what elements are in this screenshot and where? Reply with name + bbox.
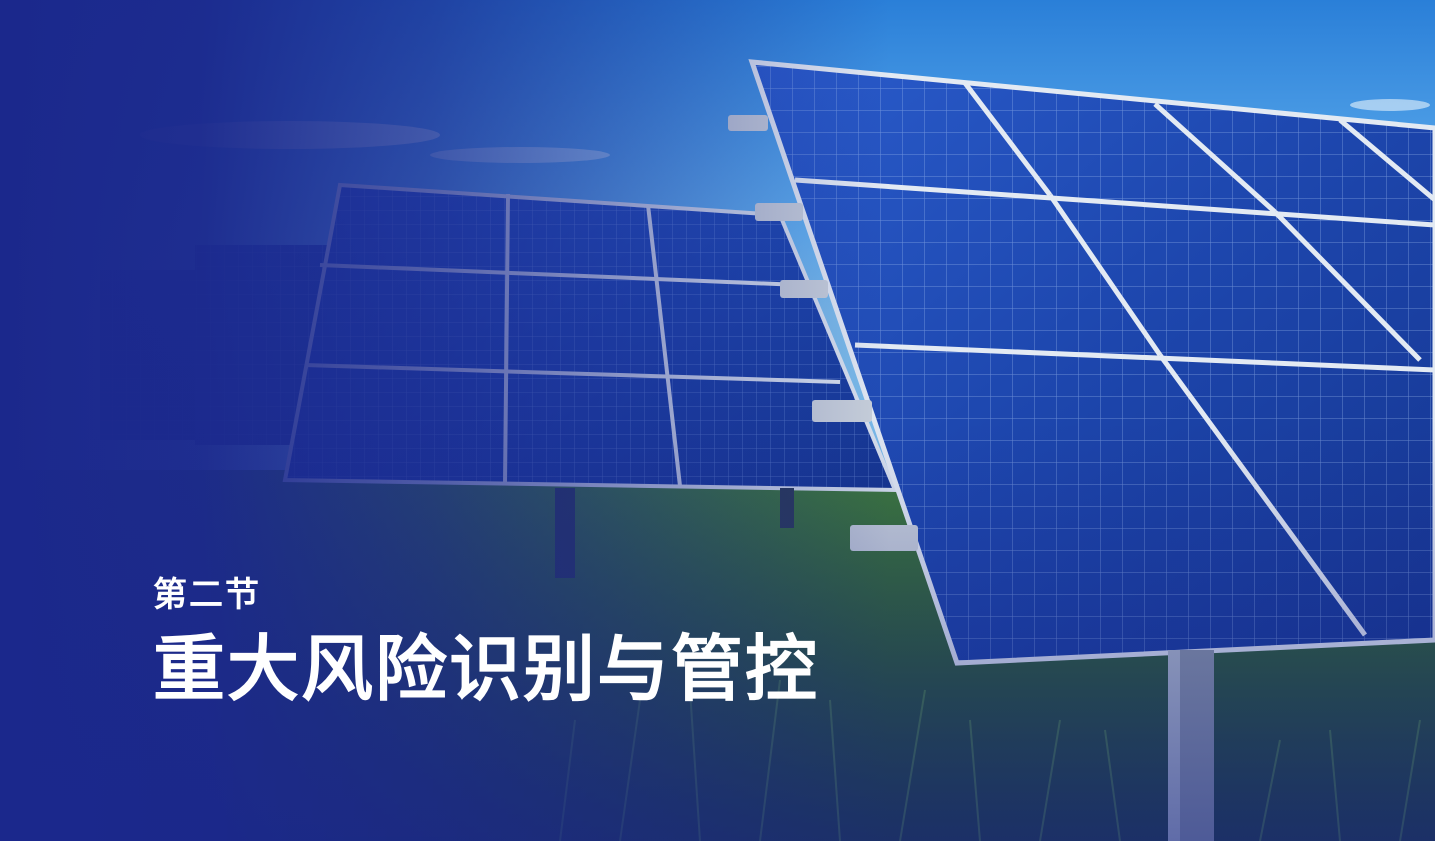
title-block: 第二节 重大风险识别与管控 [153,573,819,717]
section-title: 重大风险识别与管控 [153,626,820,711]
section-label: 第二节 [153,575,261,615]
